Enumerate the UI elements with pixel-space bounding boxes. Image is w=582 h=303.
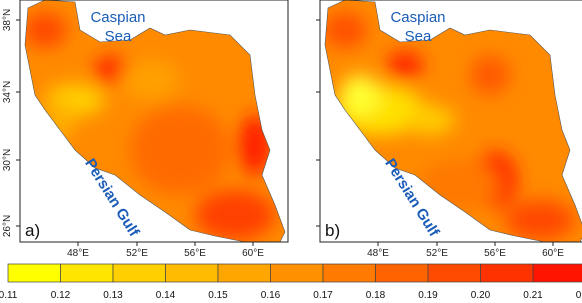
colorbar-label: 0.19 xyxy=(418,290,438,301)
colorbar-swatch xyxy=(112,263,166,283)
lon-label: 52°E xyxy=(426,248,448,259)
panel-label: b) xyxy=(325,221,340,240)
colorbar-swatch xyxy=(532,263,582,283)
blob xyxy=(130,105,230,195)
blob xyxy=(120,60,180,100)
border xyxy=(24,0,286,243)
colorbar-label: 0.16 xyxy=(261,290,281,301)
blob xyxy=(25,12,67,48)
colorbar-label: 0.12 xyxy=(51,290,71,301)
blob xyxy=(340,75,380,115)
blob xyxy=(195,190,275,240)
map-fill xyxy=(25,0,285,242)
colorbar-swatch xyxy=(217,263,271,283)
colorbar-label: 0.11 xyxy=(0,290,18,301)
lon-label: 56°E xyxy=(184,248,206,259)
colorbar-swatch xyxy=(60,263,114,283)
map-blobs xyxy=(25,12,275,240)
colorbar-label: 0.17 xyxy=(313,290,333,301)
blob xyxy=(387,51,423,79)
frame xyxy=(319,0,582,243)
blob xyxy=(505,200,575,240)
colorbar-swatch xyxy=(480,263,534,283)
colorbar-label: 0.18 xyxy=(366,290,386,301)
sea-label: Sea xyxy=(105,28,132,45)
lon-label: 56°E xyxy=(484,248,506,259)
blob xyxy=(46,100,74,140)
lon-label: 60°E xyxy=(242,248,264,259)
lat-label: 30°N xyxy=(2,149,13,171)
blob xyxy=(239,115,271,175)
blob xyxy=(420,160,500,210)
frame xyxy=(19,0,289,243)
colorbar-label: 0.14 xyxy=(156,290,176,301)
blob xyxy=(470,55,510,95)
lat-label: 38°N xyxy=(2,9,13,31)
colorbar-label: 0.20 xyxy=(471,290,491,301)
colorbar-label: 0.22 xyxy=(576,290,582,301)
colorbar-label: 0.15 xyxy=(208,290,228,301)
colorbar-label: 0.21 xyxy=(523,290,543,301)
lon-label: 60°E xyxy=(542,248,564,259)
blob xyxy=(325,12,367,48)
lon-label: 48°E xyxy=(367,248,389,259)
sea-label: Caspian xyxy=(90,9,145,26)
colorbar-swatch xyxy=(165,263,219,283)
sea-label: Caspian xyxy=(390,9,445,26)
colorbar-label: 0.13 xyxy=(103,290,123,301)
colorbar-swatch xyxy=(7,263,61,283)
lat-label: 26°N xyxy=(2,215,13,237)
panel-label: a) xyxy=(25,221,40,240)
blob xyxy=(405,105,455,135)
border xyxy=(324,0,582,243)
lat-label: 34°N xyxy=(2,81,13,103)
lon-label: 52°E xyxy=(126,248,148,259)
colorbar-swatch xyxy=(427,263,481,283)
colorbar-swatch xyxy=(270,263,324,283)
lon-label: 48°E xyxy=(67,248,89,259)
map-fill xyxy=(325,0,582,242)
sea-label: Sea xyxy=(405,28,432,45)
colorbar-swatch xyxy=(375,263,429,283)
colorbar-swatch xyxy=(322,263,376,283)
